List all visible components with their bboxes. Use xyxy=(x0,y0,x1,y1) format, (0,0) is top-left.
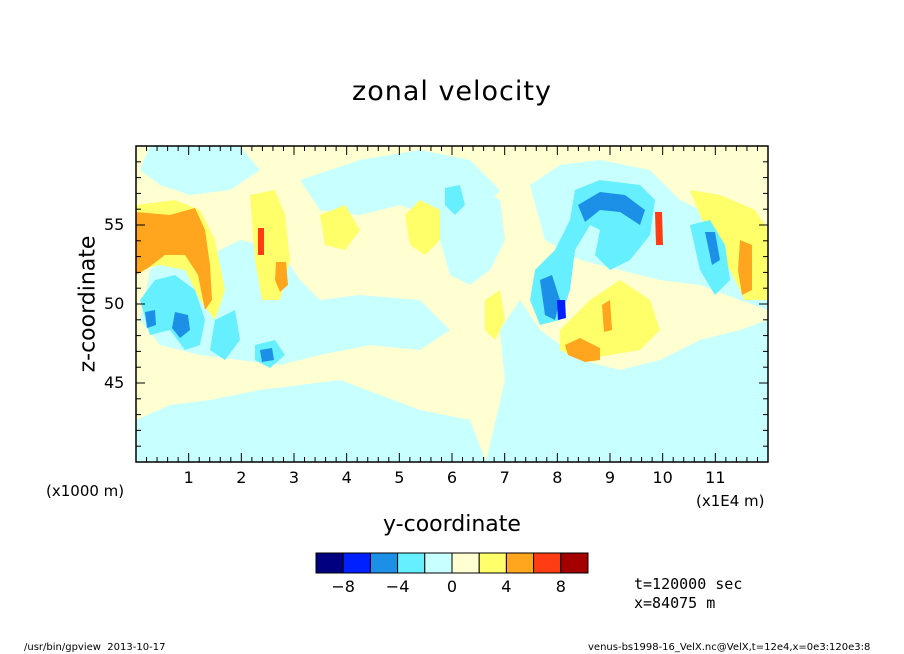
footer-right: venus-bs1998-16_VelX.nc@VelX,t=12e4,x=0e… xyxy=(588,642,871,653)
darkblue-region-1 xyxy=(557,300,566,320)
colorbar-swatch xyxy=(424,552,453,574)
orange-region-right xyxy=(738,240,752,295)
colorbar-swatch xyxy=(505,552,535,574)
colorbar-swatch xyxy=(533,552,562,574)
x-tick-label: 11 xyxy=(705,468,726,487)
orange-region-bottom xyxy=(565,338,600,362)
orange-region-lower-mid xyxy=(602,300,612,332)
blue-region-2 xyxy=(145,310,156,328)
contour-field xyxy=(136,146,768,462)
x-tick-label: 7 xyxy=(499,468,510,487)
blue-region-1 xyxy=(172,312,190,338)
axis-ticks xyxy=(135,145,769,463)
colorbar-swatch xyxy=(369,552,399,574)
colorbar-swatch xyxy=(397,552,426,574)
pos-region-top-mid xyxy=(320,205,360,250)
x-tick-label: 3 xyxy=(288,468,300,487)
info-x: x=84075 m xyxy=(634,594,716,612)
colorbar-label: 0 xyxy=(446,577,458,596)
colorbar-swatch xyxy=(315,552,344,574)
pos-region-center xyxy=(405,200,440,255)
info-time: t=120000 sec xyxy=(634,575,743,593)
cyan-region-right-arc xyxy=(530,180,655,325)
red-region-1 xyxy=(258,228,264,255)
blue-region-5 xyxy=(578,192,645,225)
colorbar-swatch xyxy=(560,552,589,574)
blue-region-3 xyxy=(260,348,274,362)
x-unit-right: (x1E4 m) xyxy=(696,492,765,510)
pos-region-center-low xyxy=(485,290,505,340)
cyan-region-left2 xyxy=(210,310,240,360)
x-tick-label: 4 xyxy=(341,468,352,487)
y-tick-label: 50 xyxy=(104,294,125,313)
blue-region-6 xyxy=(705,232,720,265)
x-tick-label: 5 xyxy=(394,468,405,487)
orange-region-left xyxy=(136,208,212,310)
red-region-2 xyxy=(655,212,663,245)
colorbar-swatch xyxy=(451,552,480,574)
y-axis-label: z-coordinate xyxy=(75,235,101,373)
x-tick-label: 8 xyxy=(552,468,563,487)
colorbar-swatch xyxy=(478,552,507,574)
x-tick-label: 2 xyxy=(236,468,247,487)
colorbar-label: 4 xyxy=(501,577,512,596)
y-tick-label: 55 xyxy=(104,215,125,234)
x-tick-label: 9 xyxy=(604,468,616,487)
x-unit-left: (x1000 m) xyxy=(46,482,125,500)
cyan-region-top xyxy=(445,185,465,215)
neg-region-lower-left xyxy=(136,380,486,462)
neg-region-top-left xyxy=(140,146,260,195)
neg-region-lower-right xyxy=(486,300,768,462)
footer-left: /usr/bin/gpview 2013-10-17 xyxy=(24,642,166,653)
x-tick-label: 1 xyxy=(183,468,194,487)
x-tick-label: 6 xyxy=(446,468,458,487)
colorbar-label: −4 xyxy=(385,577,410,596)
colorbar-swatch xyxy=(342,552,371,574)
x-axis-label: y-coordinate xyxy=(383,512,521,537)
orange-region-mid xyxy=(275,262,288,292)
colorbar xyxy=(315,552,589,574)
blue-region-4 xyxy=(540,275,560,320)
cyan-region-left xyxy=(140,275,205,350)
y-tick-label: 45 xyxy=(104,373,125,392)
colorbar-label: −8 xyxy=(331,577,355,596)
chart-title: zonal velocity xyxy=(352,76,552,107)
cyan-region-far-right xyxy=(690,220,730,295)
x-tick-label: 10 xyxy=(652,468,673,487)
colorbar-label: 8 xyxy=(555,577,566,596)
